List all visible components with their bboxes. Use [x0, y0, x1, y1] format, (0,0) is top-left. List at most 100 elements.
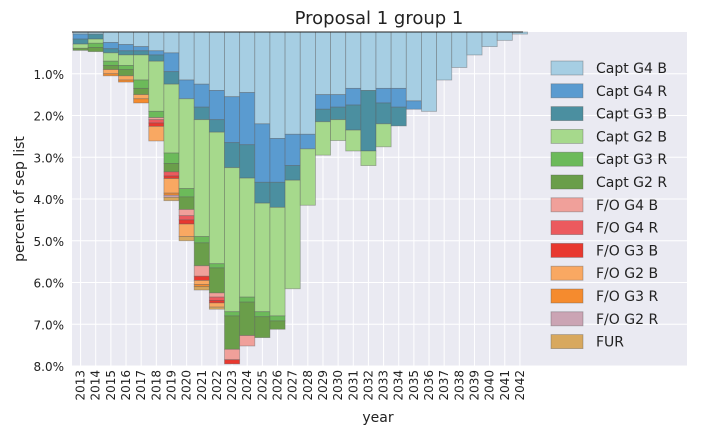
- bar-segment: [72, 47, 89, 51]
- x-tick-label: 2029: [316, 370, 330, 401]
- x-tick-label: 2022: [210, 370, 224, 401]
- bar-segment: [208, 90, 225, 121]
- bar-segment: [254, 123, 271, 183]
- bar-segment: [254, 31, 271, 125]
- x-tick-label: 2025: [255, 370, 269, 401]
- bar-segment: [178, 31, 195, 81]
- bar-segment: [466, 31, 483, 56]
- bar-segment: [208, 306, 225, 310]
- bar-segment: [314, 108, 331, 123]
- legend: Capt G4 B Capt G4 R Capt G3 B Capt G2 B Capt…: [550, 60, 667, 351]
- bar-segment: [405, 100, 422, 110]
- bar-segment: [390, 31, 407, 89]
- x-tick-label: 2035: [407, 370, 421, 401]
- bar-segment: [178, 223, 195, 237]
- bar-segment: [269, 138, 286, 183]
- bar-segment: [178, 196, 195, 210]
- bar-segment: [224, 31, 241, 98]
- legend-swatch: [550, 106, 584, 121]
- legend-label: F/O G2 R: [596, 312, 658, 328]
- bar-segment: [224, 311, 241, 317]
- bar-segment: [299, 31, 316, 135]
- bar-segment: [148, 110, 165, 118]
- bar-segment: [224, 348, 241, 361]
- bar-segment: [178, 98, 195, 189]
- y-tick-label: 5.0%: [34, 235, 65, 249]
- bar-segment: [72, 33, 89, 40]
- legend-label: F/O G2 B: [596, 266, 658, 282]
- legend-swatch: [550, 151, 584, 167]
- x-tick-labels: 2013 2014 2015 2016 2017 2018 2019 2020 2021 2022…: [74, 370, 527, 401]
- bar-segment: [314, 94, 331, 110]
- bar-segment: [163, 31, 180, 54]
- bar-segment: [118, 75, 134, 81]
- y-tick-label: 2.0%: [34, 110, 65, 124]
- legend-swatch: [550, 220, 584, 236]
- bars: [72, 31, 528, 365]
- bar-segment: [163, 152, 180, 164]
- x-tick-label: 2026: [271, 370, 285, 401]
- bar-segment: [208, 119, 225, 133]
- bar-segment: [436, 31, 453, 81]
- bar-segment: [118, 54, 134, 66]
- legend-label: F/O G4 R: [596, 221, 658, 237]
- legend-swatch: [550, 174, 584, 190]
- bar-segment: [72, 38, 89, 45]
- bar-segment: [133, 50, 150, 56]
- bar-segment: [148, 122, 165, 127]
- bar-segment: [208, 302, 225, 308]
- x-tick-label: 2032: [361, 370, 375, 401]
- bar-segment: [239, 335, 256, 347]
- bar-segment: [193, 265, 210, 277]
- bar-segment: [102, 31, 119, 43]
- bar-segment: [133, 87, 150, 96]
- bar-segment: [254, 311, 271, 318]
- bar-segment: [224, 167, 241, 313]
- x-tick-label: 2015: [104, 370, 118, 401]
- bar-segment: [284, 165, 301, 181]
- bar-segment: [87, 42, 104, 48]
- bar-segment: [178, 236, 195, 242]
- bar-segment: [375, 102, 392, 125]
- bar-segment: [148, 125, 165, 142]
- bar-segment: [133, 54, 150, 81]
- bar-segment: [133, 94, 150, 100]
- x-tick-label: 2020: [180, 370, 194, 401]
- x-tick-label: 2041: [498, 370, 512, 401]
- legend-label: FUR: [596, 335, 624, 351]
- bar-segment: [148, 60, 165, 112]
- y-axis-label: percent of sep list: [12, 136, 28, 262]
- bar-segment: [163, 178, 180, 194]
- x-tick-label: 2040: [483, 370, 497, 401]
- bar-segment: [178, 188, 195, 198]
- x-tick-label: 2030: [331, 370, 345, 401]
- bar-segment: [102, 69, 119, 75]
- legend-label: F/O G3 R: [596, 289, 658, 305]
- legend-swatch: [550, 83, 584, 99]
- x-tick-label: 2014: [89, 370, 103, 401]
- bar-segment: [330, 31, 347, 96]
- x-tick-label: 2028: [301, 370, 315, 401]
- bar-segment: [148, 50, 165, 56]
- x-tick-label: 2033: [377, 370, 391, 401]
- bar-segment: [330, 106, 347, 121]
- x-tick-label: 2042: [513, 370, 527, 401]
- bar-segment: [208, 263, 225, 269]
- x-tick-label: 2013: [74, 370, 88, 401]
- bar-segment: [375, 123, 392, 148]
- bar-segment: [102, 42, 119, 50]
- bar-segment: [133, 79, 150, 89]
- legend-label: Capt G3 B: [596, 107, 667, 123]
- bar-segment: [314, 31, 331, 96]
- bar-segment: [193, 275, 210, 281]
- x-tick-label: 2021: [195, 370, 209, 401]
- x-tick-label: 2037: [437, 370, 451, 401]
- bar-segment: [193, 106, 210, 121]
- bar-segment: [375, 87, 392, 104]
- bar-segment: [118, 79, 134, 83]
- bar-segment: [239, 31, 256, 93]
- bar-segment: [208, 267, 225, 294]
- bar-segment: [239, 301, 256, 336]
- bar-segment: [163, 163, 180, 173]
- legend-swatch: [550, 288, 584, 304]
